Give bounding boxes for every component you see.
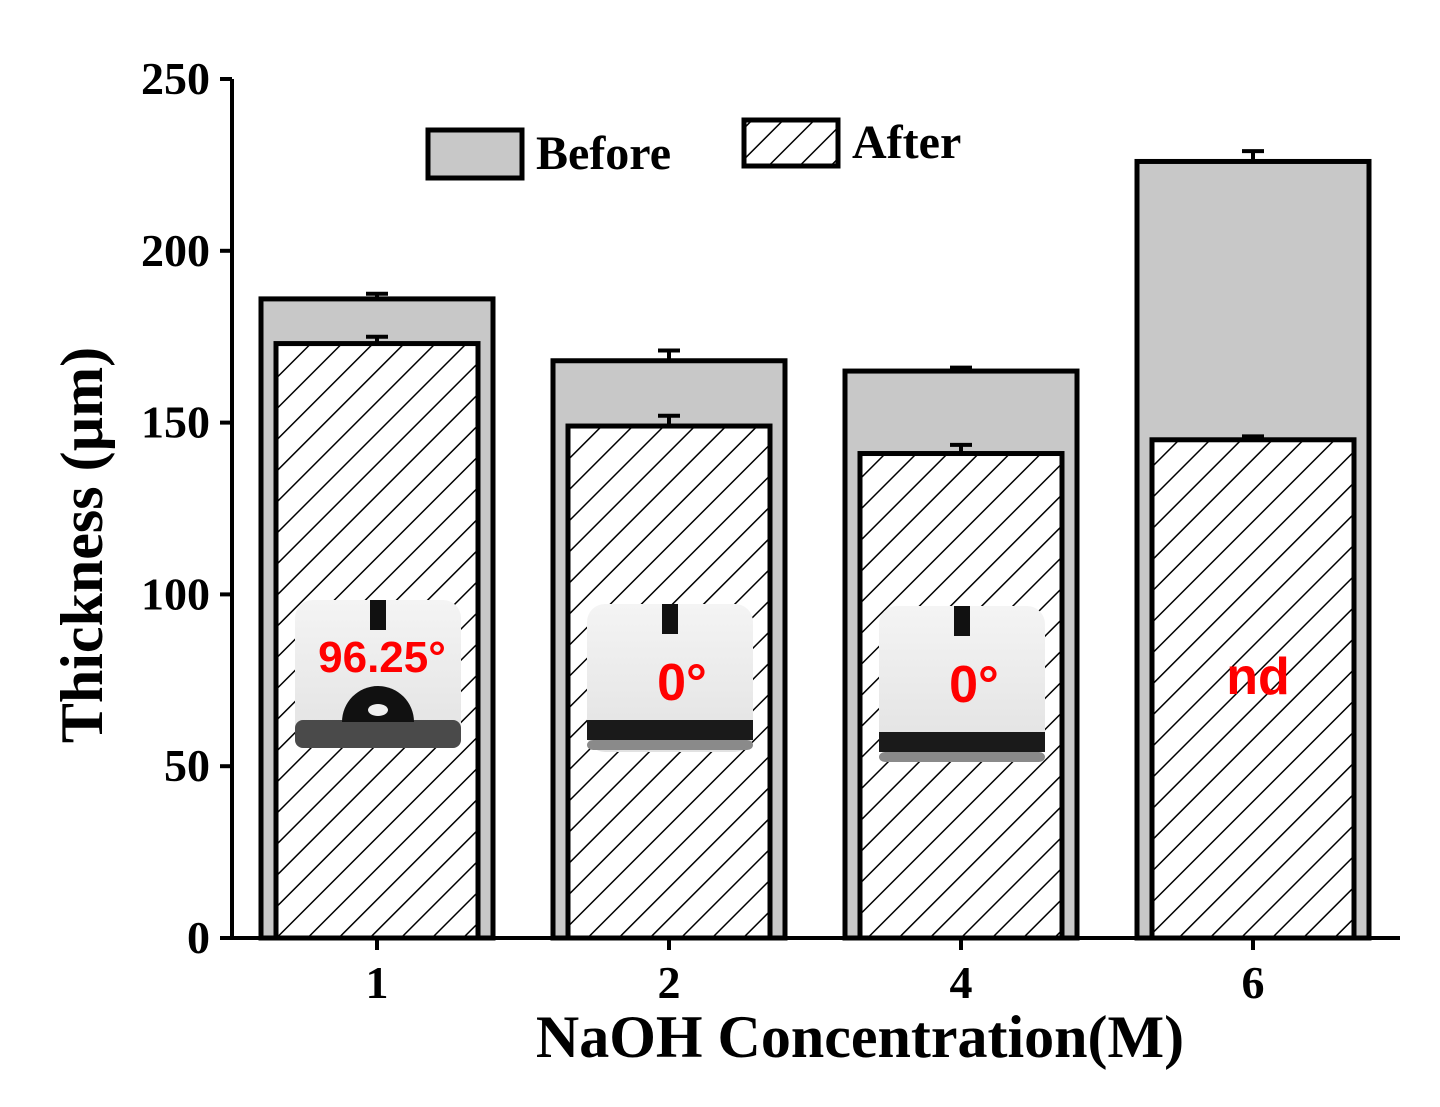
x-tick-label-2: 2 — [658, 957, 681, 1008]
y-tick-label-250: 250 — [141, 53, 210, 104]
needle-1 — [370, 600, 386, 630]
inset-photo-4 — [879, 606, 1045, 754]
y-tick-label-50: 50 — [164, 740, 210, 791]
x-tick-label-1: 1 — [366, 957, 389, 1008]
droplet-highlight-1 — [368, 704, 388, 716]
contact-angle-label-2: 0° — [657, 654, 707, 712]
substrate-4 — [879, 732, 1045, 752]
inset-photo-2 — [587, 604, 753, 752]
substrate-2 — [587, 720, 753, 740]
legend: Before After — [425, 116, 961, 181]
substrate-edge-2 — [587, 740, 753, 750]
contact-angle-label-6: nd — [1226, 648, 1290, 706]
y-tick-label-0: 0 — [187, 912, 210, 963]
inset-photo-1 — [295, 600, 461, 748]
axes-layer: 0 50 100 150 200 250 1 2 4 6 — [141, 53, 1400, 1008]
needle-2 — [662, 604, 678, 634]
legend-swatch-before — [425, 127, 525, 181]
needle-4 — [954, 606, 970, 636]
y-tick-label-100: 100 — [141, 568, 210, 619]
x-tick-label-4: 4 — [950, 957, 973, 1008]
y-axis-title: Thickness (µm) — [49, 347, 115, 743]
legend-label-after: After — [852, 116, 961, 169]
y-tick-label-150: 150 — [141, 397, 210, 448]
insets-layer: 96.25° 0° 0° nd — [295, 600, 1290, 762]
contact-angle-label-1: 96.25° — [318, 633, 446, 682]
bars-layer — [258, 149, 1372, 941]
substrate-1 — [295, 720, 461, 748]
x-tick-label-6: 6 — [1242, 957, 1265, 1008]
legend-swatch-after — [741, 117, 841, 169]
x-axis-title: NaOH Concentration(M) — [536, 1004, 1184, 1070]
bar-after-6 — [1149, 437, 1357, 941]
contact-angle-label-4: 0° — [949, 656, 999, 714]
substrate-edge-4 — [879, 752, 1045, 762]
y-tick-label-200: 200 — [141, 225, 210, 276]
legend-label-before: Before — [536, 127, 671, 180]
